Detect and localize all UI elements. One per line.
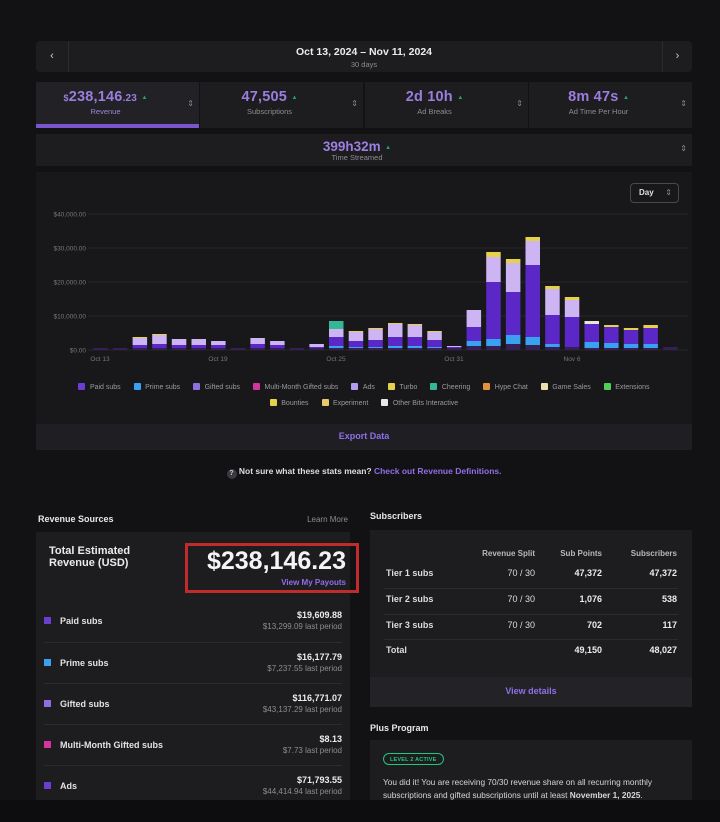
svg-text:Nov 6: Nov 6	[564, 356, 581, 363]
svg-text:Oct 13: Oct 13	[90, 356, 110, 363]
svg-text:$0.00: $0.00	[70, 348, 87, 355]
svg-text:Oct 25: Oct 25	[326, 356, 346, 363]
svg-text:Oct 31: Oct 31	[444, 356, 464, 363]
svg-text:$40,000.00: $40,000.00	[53, 212, 86, 219]
svg-text:Oct 19: Oct 19	[208, 356, 228, 363]
svg-text:$20,000.00: $20,000.00	[53, 280, 86, 287]
svg-text:$10,000.00: $10,000.00	[53, 314, 86, 321]
svg-text:$30,000.00: $30,000.00	[53, 246, 86, 253]
